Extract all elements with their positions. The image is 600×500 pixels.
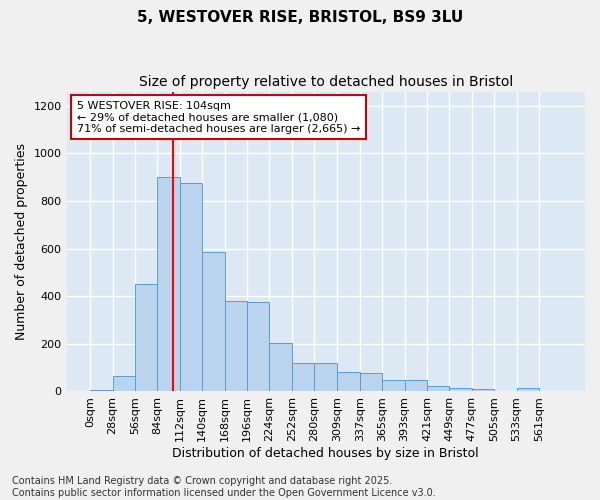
X-axis label: Distribution of detached houses by size in Bristol: Distribution of detached houses by size … (172, 447, 479, 460)
Text: Contains HM Land Registry data © Crown copyright and database right 2025.
Contai: Contains HM Land Registry data © Crown c… (12, 476, 436, 498)
Bar (449, 388, 472, 392)
Bar (157, 177, 180, 392)
Bar (360, 373, 382, 392)
Bar (404, 380, 427, 392)
Bar (337, 372, 360, 392)
Y-axis label: Number of detached properties: Number of detached properties (15, 143, 28, 340)
Bar (427, 386, 449, 392)
Bar (202, 252, 224, 392)
Bar (247, 302, 269, 392)
Text: 5 WESTOVER RISE: 104sqm
← 29% of detached houses are smaller (1,080)
71% of semi: 5 WESTOVER RISE: 104sqm ← 29% of detache… (77, 100, 360, 134)
Bar (269, 342, 292, 392)
Bar (314, 363, 337, 392)
Bar (472, 388, 494, 392)
Bar (292, 363, 314, 392)
Bar (180, 183, 202, 392)
Bar (113, 376, 135, 392)
Bar (135, 284, 157, 392)
Title: Size of property relative to detached houses in Bristol: Size of property relative to detached ho… (139, 75, 513, 89)
Bar (382, 380, 404, 392)
Bar (90, 390, 113, 392)
Bar (517, 388, 539, 392)
Text: 5, WESTOVER RISE, BRISTOL, BS9 3LU: 5, WESTOVER RISE, BRISTOL, BS9 3LU (137, 10, 463, 25)
Bar (224, 301, 247, 392)
